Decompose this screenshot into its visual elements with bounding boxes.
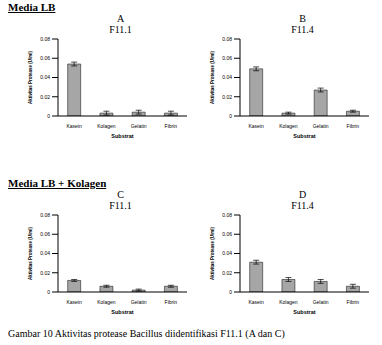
svg-text:Aktivitas Protease (U/ml): Aktivitas Protease (U/ml) (210, 226, 215, 280)
svg-text:Substrat: Substrat (111, 309, 133, 315)
html-text:Media LB: Media LB (8, 1, 56, 13)
svg-text:Substrat: Substrat (293, 309, 315, 315)
svg-text:0.08: 0.08 (222, 36, 232, 42)
svg-text:Fibrin: Fibrin (165, 299, 178, 305)
html-text:A: A (116, 13, 125, 24)
svg-text:Kasein: Kasein (248, 123, 264, 129)
svg-text:Kolagen: Kolagen (97, 123, 116, 129)
svg-text:Kolagen: Kolagen (279, 123, 298, 129)
svg-text:Kolagen: Kolagen (97, 299, 116, 305)
svg-text:Fibrin: Fibrin (347, 299, 360, 305)
svg-text:0.02: 0.02 (40, 94, 50, 100)
html-text:Gambar 10 Aktivitas protease B: Gambar 10 Aktivitas protease Bacillus di… (8, 328, 285, 339)
html-text:F11.4: F11.4 (291, 24, 314, 35)
svg-text:0.02: 0.02 (222, 270, 232, 276)
svg-text:0.04: 0.04 (40, 250, 50, 256)
svg-text:Kasein: Kasein (66, 123, 82, 129)
svg-text:0.04: 0.04 (222, 74, 232, 80)
svg-text:Gelatin: Gelatin (313, 123, 329, 129)
svg-text:0.08: 0.08 (222, 212, 232, 218)
svg-text:0.06: 0.06 (40, 231, 50, 237)
svg-text:0.06: 0.06 (222, 55, 232, 61)
svg-text:0.02: 0.02 (222, 94, 232, 100)
svg-text:0.06: 0.06 (222, 231, 232, 237)
html-text:B: B (299, 13, 306, 24)
svg-text:Gelatin: Gelatin (131, 299, 147, 305)
svg-text:Kasein: Kasein (66, 299, 82, 305)
html-text:Media LB + Kolagen: Media LB + Kolagen (8, 177, 107, 189)
svg-text:0.06: 0.06 (40, 55, 50, 61)
svg-text:0.08: 0.08 (40, 36, 50, 42)
svg-text:Substrat: Substrat (111, 133, 133, 139)
svg-text:0: 0 (47, 113, 50, 119)
svg-text:Aktivitas Protease (U/ml): Aktivitas Protease (U/ml) (28, 50, 33, 104)
svg-text:0.02: 0.02 (40, 270, 50, 276)
svg-text:0: 0 (229, 289, 232, 295)
svg-text:0.04: 0.04 (40, 74, 50, 80)
html-text:F11.4: F11.4 (291, 200, 314, 211)
svg-text:0.08: 0.08 (40, 212, 50, 218)
html-text:D: D (298, 189, 307, 200)
svg-text:0: 0 (229, 113, 232, 119)
svg-text:0: 0 (47, 289, 50, 295)
svg-text:Gelatin: Gelatin (131, 123, 147, 129)
svg-text:Fibrin: Fibrin (347, 123, 360, 129)
svg-text:Kolagen: Kolagen (279, 299, 298, 305)
svg-text:0.04: 0.04 (222, 250, 232, 256)
html-text:F11.1: F11.1 (109, 200, 132, 211)
svg-text:Aktivitas Protease (U/ml): Aktivitas Protease (U/ml) (210, 50, 215, 104)
svg-text:Substrat: Substrat (293, 133, 315, 139)
html-text:F11.1: F11.1 (109, 24, 132, 35)
svg-text:Kasein: Kasein (248, 299, 264, 305)
svg-text:Gelatin: Gelatin (313, 299, 329, 305)
svg-text:Aktivitas Protease (U/ml): Aktivitas Protease (U/ml) (28, 226, 33, 280)
svg-text:Fibrin: Fibrin (165, 123, 178, 129)
html-text:C: C (117, 189, 124, 200)
